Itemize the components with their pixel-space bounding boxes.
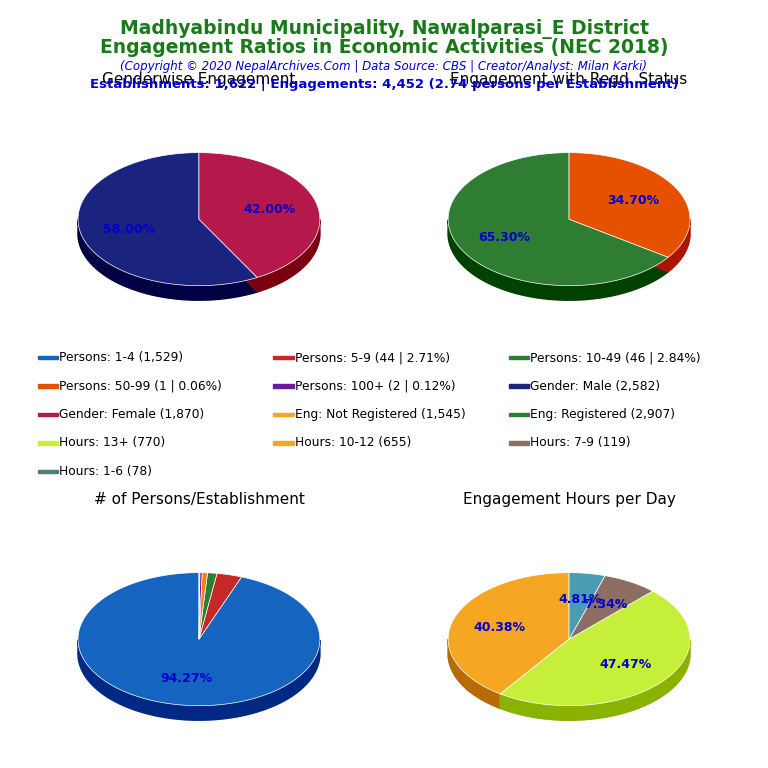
- Text: Hours: 13+ (770): Hours: 13+ (770): [59, 436, 165, 449]
- Polygon shape: [448, 153, 668, 286]
- Polygon shape: [199, 574, 242, 639]
- FancyBboxPatch shape: [273, 356, 293, 359]
- Polygon shape: [569, 153, 690, 257]
- Title: Engagement Hours per Day: Engagement Hours per Day: [462, 492, 676, 507]
- Text: Persons: 10-49 (46 | 2.84%): Persons: 10-49 (46 | 2.84%): [530, 351, 700, 364]
- Text: Establishments: 1,622 | Engagements: 4,452 (2.74 persons per Establishment): Establishments: 1,622 | Engagements: 4,4…: [90, 78, 678, 91]
- Text: 47.47%: 47.47%: [599, 658, 651, 671]
- Polygon shape: [199, 153, 320, 277]
- FancyBboxPatch shape: [273, 441, 293, 445]
- Text: Persons: 100+ (2 | 0.12%): Persons: 100+ (2 | 0.12%): [294, 379, 455, 392]
- Polygon shape: [569, 573, 605, 639]
- Text: Eng: Registered (2,907): Eng: Registered (2,907): [530, 408, 675, 421]
- Polygon shape: [500, 640, 690, 720]
- Polygon shape: [500, 639, 569, 708]
- Polygon shape: [199, 219, 257, 292]
- Polygon shape: [199, 219, 257, 292]
- FancyBboxPatch shape: [273, 413, 293, 416]
- Title: # of Persons/Establishment: # of Persons/Establishment: [94, 492, 304, 507]
- Text: Persons: 1-4 (1,529): Persons: 1-4 (1,529): [59, 351, 183, 364]
- Polygon shape: [448, 588, 690, 720]
- Text: 40.38%: 40.38%: [474, 621, 526, 634]
- Polygon shape: [569, 219, 668, 272]
- Text: Madhyabindu Municipality, Nawalparasi_E District: Madhyabindu Municipality, Nawalparasi_E …: [120, 19, 648, 39]
- Polygon shape: [448, 167, 690, 300]
- Polygon shape: [448, 220, 668, 300]
- Polygon shape: [500, 639, 569, 708]
- Title: Genderwise Engagement: Genderwise Engagement: [102, 72, 296, 87]
- FancyBboxPatch shape: [509, 356, 529, 359]
- Title: Engagement with Regd. Status: Engagement with Regd. Status: [450, 72, 687, 87]
- Text: 34.70%: 34.70%: [607, 194, 660, 207]
- FancyBboxPatch shape: [38, 469, 58, 473]
- Polygon shape: [199, 573, 217, 639]
- Text: Gender: Male (2,582): Gender: Male (2,582): [530, 379, 660, 392]
- Text: 65.30%: 65.30%: [478, 231, 531, 244]
- Text: Eng: Not Registered (1,545): Eng: Not Registered (1,545): [294, 408, 465, 421]
- FancyBboxPatch shape: [38, 441, 58, 445]
- Polygon shape: [78, 220, 257, 300]
- Polygon shape: [448, 639, 500, 708]
- Polygon shape: [199, 573, 202, 639]
- Polygon shape: [78, 153, 257, 286]
- Polygon shape: [78, 640, 320, 720]
- FancyBboxPatch shape: [273, 385, 293, 388]
- Text: 7.34%: 7.34%: [584, 598, 627, 611]
- FancyBboxPatch shape: [509, 385, 529, 388]
- Text: (Copyright © 2020 NepalArchives.Com | Data Source: CBS | Creator/Analyst: Milan : (Copyright © 2020 NepalArchives.Com | Da…: [121, 60, 647, 73]
- FancyBboxPatch shape: [509, 413, 529, 416]
- Text: 58.00%: 58.00%: [103, 223, 154, 236]
- Polygon shape: [500, 591, 690, 706]
- Text: Hours: 10-12 (655): Hours: 10-12 (655): [294, 436, 411, 449]
- Text: Hours: 7-9 (119): Hours: 7-9 (119): [530, 436, 631, 449]
- Polygon shape: [569, 219, 668, 272]
- Polygon shape: [78, 167, 320, 300]
- FancyBboxPatch shape: [38, 356, 58, 359]
- FancyBboxPatch shape: [509, 441, 529, 445]
- Polygon shape: [199, 573, 200, 639]
- Text: Hours: 1-6 (78): Hours: 1-6 (78): [59, 465, 152, 478]
- Text: Persons: 5-9 (44 | 2.71%): Persons: 5-9 (44 | 2.71%): [294, 351, 449, 364]
- FancyBboxPatch shape: [38, 413, 58, 416]
- Polygon shape: [448, 573, 569, 694]
- Text: 42.00%: 42.00%: [243, 203, 296, 216]
- Polygon shape: [668, 220, 690, 272]
- Text: 4.81%: 4.81%: [558, 593, 601, 606]
- Polygon shape: [78, 588, 320, 720]
- Text: 94.27%: 94.27%: [160, 672, 212, 685]
- Polygon shape: [569, 576, 653, 639]
- Text: Persons: 50-99 (1 | 0.06%): Persons: 50-99 (1 | 0.06%): [59, 379, 222, 392]
- Polygon shape: [257, 220, 320, 292]
- Polygon shape: [78, 573, 320, 706]
- Text: Engagement Ratios in Economic Activities (NEC 2018): Engagement Ratios in Economic Activities…: [100, 38, 668, 58]
- Polygon shape: [199, 573, 207, 639]
- FancyBboxPatch shape: [38, 385, 58, 388]
- Text: Gender: Female (1,870): Gender: Female (1,870): [59, 408, 204, 421]
